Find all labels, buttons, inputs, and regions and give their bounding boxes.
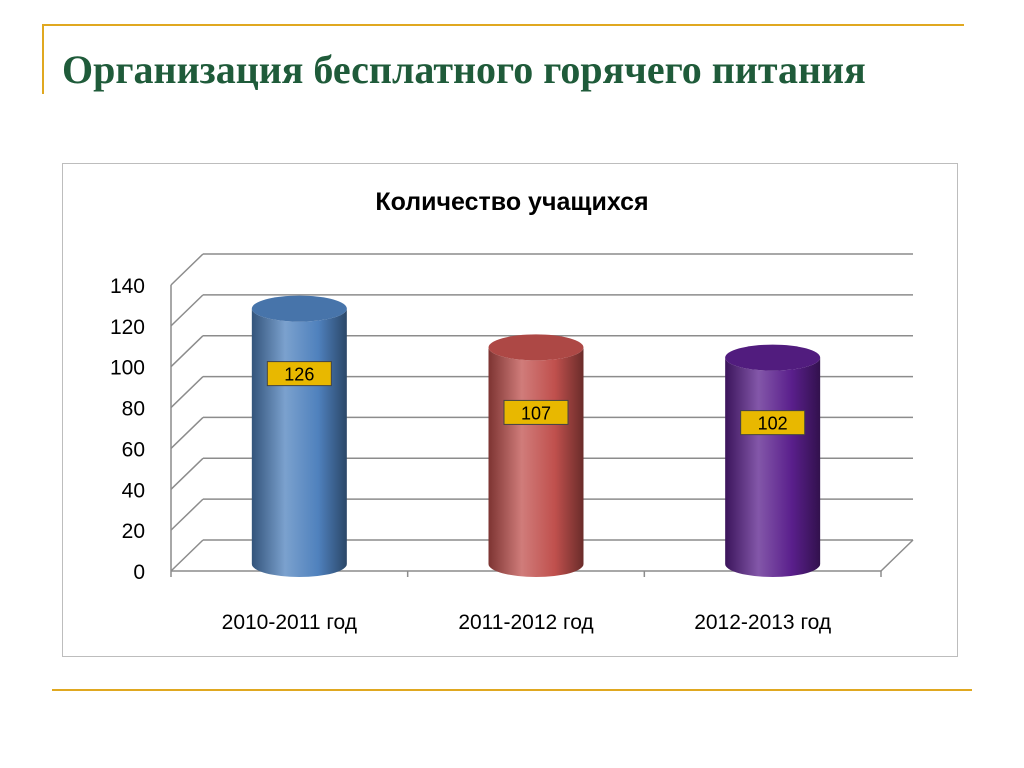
- gridline-depth: [170, 253, 204, 286]
- data-label: 102: [758, 414, 788, 434]
- bar-cylinder: [251, 308, 347, 577]
- bar-cylinder-top: [251, 295, 347, 322]
- data-label-box: [266, 361, 332, 387]
- data-label: 107: [521, 403, 551, 423]
- floor-edge: [880, 539, 914, 572]
- bottom-accent-line: [52, 689, 972, 691]
- x-tick-label: 2012-2013 год: [694, 611, 831, 634]
- data-label: 126: [284, 365, 314, 385]
- bar-cylinder-top: [488, 334, 584, 361]
- gridline-depth: [170, 294, 204, 327]
- y-tick-label: 0: [133, 561, 145, 584]
- gridline-depth: [170, 457, 204, 490]
- bar-cylinder: [725, 357, 821, 577]
- gridline-depth: [170, 498, 204, 531]
- left-accent-line: [42, 24, 44, 94]
- gridline-depth: [170, 416, 204, 449]
- y-tick-label: 20: [122, 520, 145, 543]
- y-tick-label: 140: [110, 275, 145, 298]
- slide-title: Организация бесплатного горячего питания: [62, 47, 866, 92]
- x-tick-label: 2010-2011 год: [222, 611, 357, 634]
- bar-chart: Количество учащихся 0 20 40 60 80 100 120 140 20…: [110, 188, 914, 634]
- bar-cylinder: [488, 347, 584, 577]
- chart-title: Количество учащихся: [375, 188, 648, 216]
- y-tick-label: 120: [110, 316, 145, 339]
- gridline-depth: [170, 376, 204, 409]
- y-tick-label: 40: [122, 479, 145, 502]
- gridline-depth: [170, 335, 204, 368]
- bar-cylinder-top: [725, 344, 821, 371]
- x-tick-label: 2011-2012 год: [458, 611, 593, 634]
- gridline-depth: [170, 539, 204, 572]
- top-accent-line: [42, 24, 964, 26]
- data-label-box: [503, 399, 569, 425]
- y-tick-label: 80: [122, 398, 145, 421]
- y-tick-label: 60: [122, 438, 145, 461]
- chart-frame: Количество учащихся 0 20 40 60 80 100 120 140 20…: [62, 163, 958, 657]
- y-tick-label: 100: [110, 357, 145, 380]
- data-label-box: [740, 410, 806, 436]
